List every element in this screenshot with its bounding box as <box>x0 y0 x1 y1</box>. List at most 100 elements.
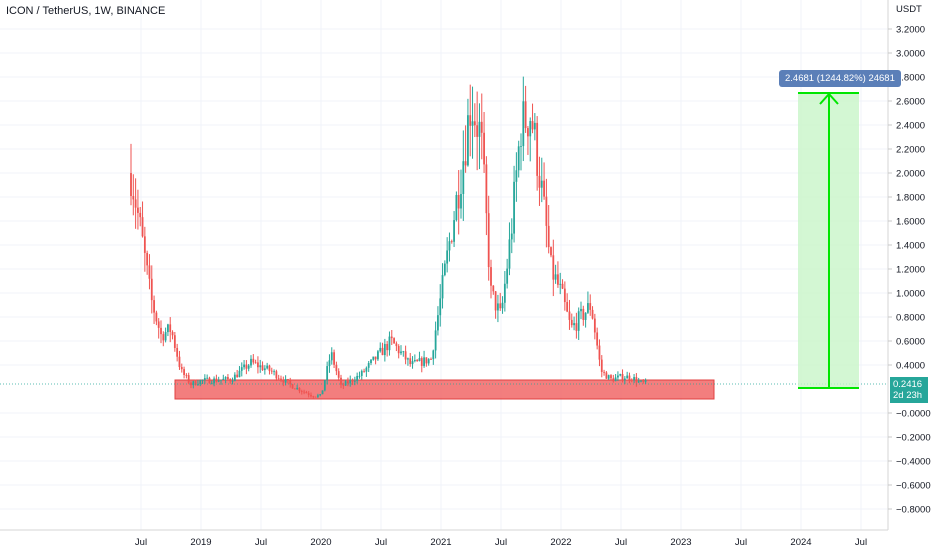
price-tick-label: −0.0000 <box>896 409 931 420</box>
candle-body <box>520 146 522 147</box>
candle-body <box>471 121 474 126</box>
candle-body <box>640 380 642 382</box>
candle-body <box>333 352 335 365</box>
candle-body <box>400 351 402 354</box>
price-axis[interactable]: 3.2000 3.0000 2.8000 2.6000 2.4000 2.2000 2.00… <box>888 25 931 516</box>
candle-body <box>437 315 439 331</box>
price-tick-label: 3.2000 <box>896 25 925 36</box>
chart-grid <box>0 0 888 530</box>
candle-body <box>215 378 218 382</box>
candle-body <box>483 132 485 165</box>
candle-body <box>404 351 407 360</box>
measure-arrow-head <box>819 92 839 105</box>
candle-body <box>492 285 495 292</box>
candle-body <box>497 303 499 311</box>
candle-body <box>139 212 142 218</box>
candle-body <box>416 359 419 362</box>
candle-body <box>201 379 204 381</box>
candle-body <box>220 379 222 381</box>
candle-body <box>197 384 199 386</box>
candle-body <box>476 125 479 137</box>
candle-body <box>540 180 543 188</box>
candle-body <box>360 370 363 376</box>
candle-body <box>240 367 243 371</box>
candle-body <box>388 336 391 351</box>
candle-body <box>503 283 506 303</box>
candle-body <box>587 303 589 313</box>
candle-body <box>259 365 262 368</box>
candle-body <box>434 330 437 351</box>
candle-body <box>573 323 575 326</box>
candle-body <box>224 377 227 379</box>
candle-body <box>291 384 294 389</box>
candle-body <box>453 220 455 242</box>
candle-body <box>312 396 315 398</box>
candle-body <box>485 164 488 214</box>
candle-body <box>450 241 453 243</box>
candle-body <box>478 121 481 137</box>
price-tick-label: 0.8000 <box>896 313 925 324</box>
price-tick-label: −0.6000 <box>896 481 931 492</box>
candle-body <box>469 115 472 126</box>
chart-title: ICON / TetherUS, 1W, BINANCE <box>6 5 166 17</box>
candle-body <box>227 377 229 380</box>
candle-body <box>390 336 393 339</box>
candle-body <box>326 366 329 381</box>
measure-tool[interactable] <box>798 92 859 389</box>
candle-body <box>153 300 155 313</box>
candle-body <box>185 374 188 376</box>
candle-body <box>277 378 280 380</box>
candle-body <box>370 359 372 364</box>
candle-body <box>314 396 317 398</box>
candle-body <box>190 382 192 386</box>
candle-body <box>213 378 215 384</box>
candle-body <box>268 365 271 371</box>
candle-body <box>460 193 462 209</box>
candle-body <box>533 122 536 130</box>
candle-body <box>635 377 638 383</box>
candle-body <box>543 180 545 197</box>
candle-body <box>550 247 552 256</box>
support-zone[interactable] <box>174 379 715 400</box>
price-tick-label: −0.4000 <box>896 457 931 468</box>
candle-body <box>210 383 213 385</box>
candle-body <box>617 375 619 378</box>
time-tick-label: 2022 <box>550 537 571 548</box>
price-tick-label: 1.6000 <box>896 217 925 228</box>
time-tick-label: 2023 <box>670 537 691 548</box>
candle-body <box>164 332 167 341</box>
candle-body <box>310 394 312 397</box>
candle-body <box>365 367 368 372</box>
candle-body <box>420 358 423 366</box>
candle-body <box>446 250 449 264</box>
time-axis[interactable]: Jul 2019 Jul 2020 Jul 2021 Jul 2022 Jul 2023 Jul 20… <box>135 537 867 548</box>
candle-body <box>231 381 234 382</box>
candle-body <box>531 121 534 130</box>
candle-body <box>252 358 255 363</box>
price-tick-label: 2.8000 <box>896 73 925 84</box>
candle-body <box>146 252 149 266</box>
price-tick-label: 0.4000 <box>896 361 925 372</box>
candle-body <box>418 358 421 362</box>
candle-body <box>464 161 467 166</box>
candle-body <box>217 380 220 382</box>
candle-body <box>319 394 322 396</box>
candle-body <box>545 196 548 226</box>
candle-body <box>245 364 248 369</box>
candle-body <box>623 378 626 381</box>
candle-body <box>171 331 174 336</box>
candle-body <box>344 381 347 386</box>
candle-body <box>630 379 633 381</box>
candle-body <box>270 370 273 372</box>
price-tick-label: −0.8000 <box>896 505 931 516</box>
candle-body <box>236 374 239 378</box>
candle-body <box>367 363 370 368</box>
price-tick-label: 2.0000 <box>896 169 925 180</box>
candle-body <box>425 357 428 364</box>
candle-body <box>603 371 605 373</box>
candle-body <box>383 343 386 356</box>
candle-body <box>566 302 569 312</box>
candle-body <box>351 379 354 382</box>
candle-body <box>208 377 211 384</box>
